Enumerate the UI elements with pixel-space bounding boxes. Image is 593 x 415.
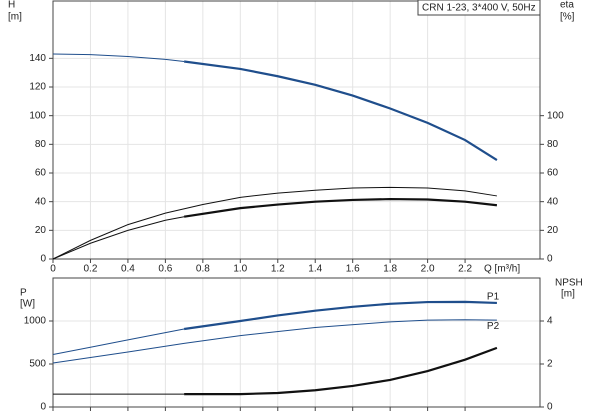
y-tick-label: 40 — [35, 196, 47, 207]
y-tick-label: 100 — [29, 110, 46, 121]
y-axis-unit: [W] — [20, 299, 35, 310]
plot-frame — [52, 0, 541, 260]
y2-tick-label: 60 — [547, 168, 559, 179]
y-axis-unit: [m] — [8, 12, 22, 23]
x-tick-label: 1.0 — [233, 264, 247, 275]
curve — [183, 300, 497, 331]
x-tick-label: 1.2 — [271, 264, 285, 275]
x-tick-label: 0.8 — [196, 264, 210, 275]
y2-tick-label: 2 — [547, 359, 553, 370]
curve — [183, 60, 498, 162]
curve — [52, 319, 497, 364]
x-tick-label: 1.8 — [383, 264, 397, 275]
y-tick-label: 80 — [35, 139, 47, 150]
curve — [52, 216, 185, 260]
x-tick-label: 0.2 — [84, 264, 98, 275]
y-tick-label: 0 — [40, 254, 46, 265]
y-tick-label: 60 — [35, 168, 47, 179]
y2-tick-label: 4 — [547, 316, 553, 327]
plot-frame — [52, 277, 541, 408]
y2-axis-label: NPSH — [555, 278, 583, 289]
y-tick-label: 140 — [29, 53, 46, 64]
curve — [52, 186, 497, 260]
x-tick-label: 2.2 — [458, 264, 472, 275]
x-tick-label: 2.0 — [421, 264, 435, 275]
chart-title: CRN 1-23, 3*400 V, 50Hz — [422, 3, 536, 14]
y-tick-label: 120 — [29, 82, 46, 93]
y2-tick-label: 40 — [547, 196, 559, 207]
curve — [52, 328, 185, 356]
curve-label: P1 — [487, 292, 500, 303]
curve — [183, 197, 498, 218]
y-tick-label: 500 — [29, 359, 46, 370]
y2-tick-label: 100 — [547, 110, 564, 121]
x-tick-label: 1.6 — [346, 264, 360, 275]
y-tick-label: 20 — [35, 225, 47, 236]
y2-tick-label: 0 — [547, 254, 553, 265]
y2-axis-unit: [m] — [561, 289, 575, 300]
y2-tick-label: 20 — [547, 225, 559, 236]
y2-tick-label: 80 — [547, 139, 559, 150]
y-tick-label: 1000 — [24, 316, 47, 327]
title-box — [417, 0, 541, 16]
x-tick-label: 1.4 — [308, 264, 322, 275]
curve — [184, 346, 498, 396]
curve — [52, 53, 185, 62]
y-tick-label: 0 — [40, 402, 46, 413]
curve-label: P2 — [487, 321, 500, 332]
y-axis-label: P — [20, 288, 27, 299]
x-axis-label: Q [m³/h] — [484, 264, 520, 275]
y-axis-label: H — [8, 0, 15, 11]
x-tick-label: 0.4 — [121, 264, 135, 275]
y2-axis-label: eta — [560, 0, 574, 11]
x-tick-label: 0.6 — [158, 264, 172, 275]
y2-tick-label: 0 — [547, 402, 553, 413]
y2-axis-unit: [%] — [560, 12, 575, 23]
x-tick-label: 0 — [50, 264, 56, 275]
